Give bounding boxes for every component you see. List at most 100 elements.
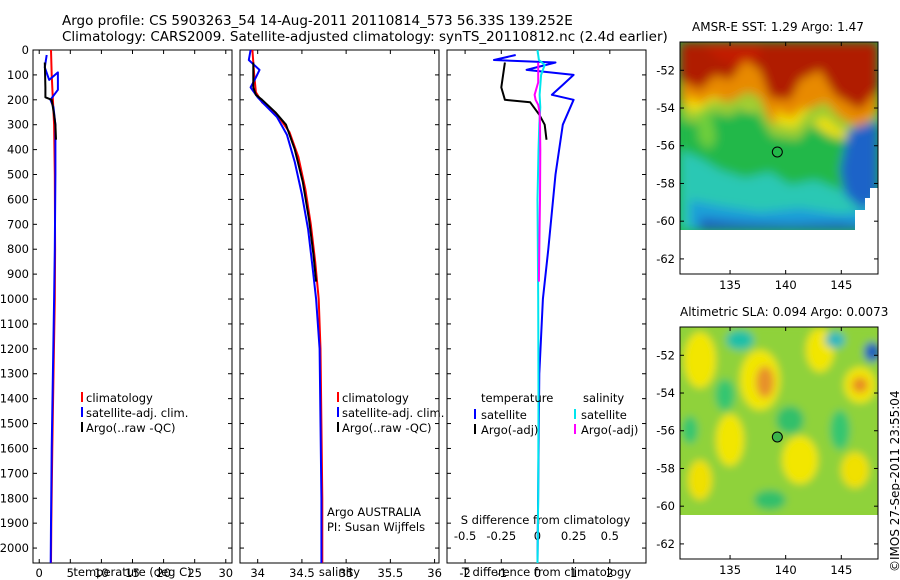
panel-salinity: 34 34.5 35 35.5 36 salinity climatologysatelli…	[239, 49, 444, 580]
difference-xtick-label: 2	[606, 566, 613, 580]
sla-lat-label: -62	[656, 537, 675, 551]
temperature-line-argo-raw-qc	[43, 62, 57, 140]
difference-line-salinity-satellite	[536, 49, 546, 564]
sla-lat-label: -56	[656, 424, 675, 438]
depth-tick-label: 1500	[0, 417, 29, 431]
sla-lat-label: -60	[656, 499, 675, 513]
depth-tick-label: 1100	[0, 317, 29, 331]
sla-map-title: Altimetric SLA: 0.094 Argo: 0.0073	[680, 305, 889, 319]
temperature-xlabel: temperature (deg C)	[73, 565, 191, 579]
temperature-legend-label: Argo(-adj)	[481, 423, 538, 437]
legend-header-temperature: temperature	[481, 391, 553, 405]
sst-lat-label: -62	[656, 252, 675, 266]
salinity-xtick-label: 34.5	[289, 566, 315, 580]
salinity-line-satellite-adj-clim	[247, 49, 323, 563]
title-line-2: Climatology: CARS2009. Satellite-adjuste…	[62, 29, 668, 45]
salinity-xtick-label: 36	[427, 566, 442, 580]
difference-axes-box	[446, 49, 647, 564]
sla-field	[680, 327, 878, 515]
sst-map: 135 140 145 -52 -54 -56 -58 -60 -62	[656, 41, 879, 292]
depth-tick-label: 600	[7, 192, 29, 206]
temperature-legend-label: climatology	[86, 391, 153, 405]
salinity-legend-label: Argo(..raw -QC)	[342, 421, 432, 435]
sst-lon-label: 140	[775, 278, 797, 292]
salinity-diff-xlabel: S difference from climatology	[461, 513, 631, 527]
difference-xtick-label: -2	[459, 566, 470, 580]
difference-line-temperature-argo-adj	[500, 62, 548, 140]
title-line-1: Argo profile: CS 5903263_54 14-Aug-2011 …	[62, 13, 573, 29]
difference-line-temperature-satellite	[493, 54, 575, 564]
salinity-legend-label: satellite-adj. clim.	[342, 406, 444, 420]
salinity-xtick-label: 35	[339, 566, 354, 580]
depth-tick-label: 1000	[0, 292, 29, 306]
argo-annotation-line: PI: Susan Wijffels	[327, 520, 425, 534]
temperature-xtick-label: 30	[218, 566, 233, 580]
sla-lon-label: 145	[830, 563, 852, 577]
depth-tick-label: 700	[7, 217, 29, 231]
sst-lat-label: -56	[656, 139, 675, 153]
difference-line-salinity-argo-adj	[533, 62, 542, 282]
salinity-legend-label: Argo(-adj)	[581, 423, 638, 437]
difference-xtick-label: 1	[570, 566, 577, 580]
depth-tick-label: 100	[7, 68, 29, 82]
profile-panels: 0100200300400500600700800900100011001200…	[0, 43, 647, 580]
sst-map-axes: 135 140 145 -52 -54 -56 -58 -60 -62	[656, 42, 878, 292]
temperature-xtick-label: 25	[187, 566, 202, 580]
sst-map-title: AMSR-E SST: 1.29 Argo: 1.47	[692, 20, 864, 34]
sla-lat-label: -58	[656, 461, 675, 475]
salinity-diff-tick-label: 0.5	[601, 529, 619, 543]
temperature-xtick-label: 0	[36, 566, 43, 580]
legend-header-salinity: salinity	[583, 391, 624, 405]
depth-tick-label: 0	[22, 43, 29, 57]
difference-xtick-label: -1	[496, 566, 507, 580]
sst-float-position-marker	[771, 146, 783, 158]
depth-tick-label: 1700	[0, 466, 29, 480]
sst-lat-label: -60	[656, 214, 675, 228]
temperature-xtick-label: 15	[125, 566, 140, 580]
sst-lat-label: -54	[656, 101, 675, 115]
sst-lon-label: 145	[830, 278, 852, 292]
temperature-xtick-label: 5	[67, 566, 74, 580]
depth-tick-label: 500	[7, 168, 29, 182]
sst-lat-label: -58	[656, 176, 675, 190]
salinity-diff-tick-label: -0.25	[486, 529, 516, 543]
depth-tick-label: 1600	[0, 441, 29, 455]
temperature-legend-label: Argo(..raw -QC)	[86, 421, 176, 435]
depth-tick-label: 2000	[0, 541, 29, 555]
panel-temperature: 0100200300400500600700800900100011001200…	[0, 43, 233, 580]
depth-tick-label: 1300	[0, 367, 29, 381]
sla-lat-label: -54	[656, 386, 675, 400]
salinity-diff-tick-label: 0.25	[561, 529, 587, 543]
sla-lon-label: 135	[719, 563, 741, 577]
salinity-xlabel: salinity	[319, 565, 360, 579]
sst-field	[680, 42, 878, 230]
salinity-line-argo-raw-qc	[252, 62, 318, 282]
depth-tick-label: 1800	[0, 491, 29, 505]
difference-xtick-label: 0	[534, 566, 541, 580]
depth-tick-label: 1400	[0, 392, 29, 406]
depth-tick-label: 900	[7, 267, 29, 281]
temperature-legend-label: satellite	[481, 408, 527, 422]
salinity-legend-label: climatology	[342, 391, 409, 405]
salinity-xtick-label: 35.5	[378, 566, 404, 580]
sla-map-axes: 135 140 145 -52 -54 -56 -58 -60 -62	[656, 327, 878, 577]
temperature-xtick-label: 20	[156, 566, 171, 580]
panel-difference: -2 -1 0 1 2T difference from climatology -0.5…	[446, 49, 647, 580]
salinity-legend-label: satellite	[581, 408, 627, 422]
depth-tick-label: 200	[7, 93, 29, 107]
sla-lon-label: 140	[775, 563, 797, 577]
depth-tick-label: 300	[7, 118, 29, 132]
salinity-xtick-label: 34	[250, 566, 265, 580]
sla-lat-label: -52	[656, 348, 675, 362]
sla-map: 135 140 145 -52 -54 -56 -58 -60 -62	[656, 326, 879, 577]
salinity-axes-box	[239, 49, 440, 564]
temperature-axes-box	[32, 49, 233, 564]
depth-tick-label: 1900	[0, 516, 29, 530]
temperature-xtick-label: 10	[94, 566, 109, 580]
temperature-legend-label: satellite-adj. clim.	[86, 406, 188, 420]
depth-tick-label: 400	[7, 143, 29, 157]
argo-annotation-line: Argo AUSTRALIA	[327, 505, 421, 519]
difference-xlabel: T difference from climatology	[461, 565, 632, 579]
